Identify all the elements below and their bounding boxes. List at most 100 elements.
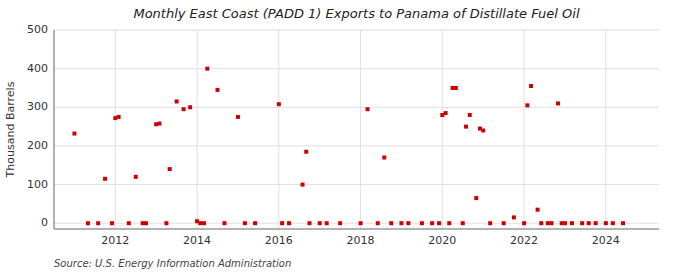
point bbox=[468, 113, 472, 117]
title: Monthly East Coast (PADD 1) Exports to P… bbox=[133, 6, 580, 21]
y-grid-line bbox=[54, 30, 659, 31]
point bbox=[447, 221, 451, 225]
x-grid-line bbox=[197, 30, 198, 229]
point bbox=[563, 221, 567, 225]
x-grid-line bbox=[360, 30, 361, 229]
point bbox=[546, 221, 550, 225]
y-tick-label: 200 bbox=[27, 139, 48, 152]
point bbox=[243, 221, 247, 225]
point bbox=[587, 221, 591, 225]
x-tick-label: 2020 bbox=[428, 234, 456, 247]
point bbox=[594, 221, 598, 225]
point bbox=[536, 208, 540, 212]
point bbox=[512, 215, 516, 219]
point bbox=[549, 221, 553, 225]
point bbox=[382, 156, 386, 160]
point bbox=[205, 67, 209, 71]
point bbox=[502, 221, 506, 225]
point bbox=[437, 221, 441, 225]
point bbox=[621, 221, 625, 225]
x-grid-line bbox=[524, 30, 525, 229]
point bbox=[366, 107, 370, 111]
point bbox=[325, 221, 329, 225]
point bbox=[444, 111, 448, 115]
point bbox=[86, 221, 90, 225]
grid bbox=[54, 30, 659, 229]
point bbox=[236, 115, 240, 119]
point bbox=[525, 103, 529, 107]
point bbox=[529, 84, 533, 88]
point bbox=[420, 221, 424, 225]
x-grid-line bbox=[442, 30, 443, 229]
point bbox=[522, 221, 526, 225]
source-note: Source: U.S. Energy Information Administ… bbox=[54, 258, 291, 269]
y-tick-label: 300 bbox=[27, 100, 48, 113]
point bbox=[338, 221, 342, 225]
point bbox=[127, 221, 131, 225]
y-axis-line bbox=[54, 30, 55, 229]
x-tick-label: 2014 bbox=[183, 234, 211, 247]
y-tick-label: 400 bbox=[27, 62, 48, 75]
x-tick-label: 2012 bbox=[101, 234, 129, 247]
point bbox=[182, 107, 186, 111]
point bbox=[253, 221, 257, 225]
point bbox=[474, 196, 478, 200]
point bbox=[175, 99, 179, 103]
points bbox=[72, 67, 625, 226]
point bbox=[539, 221, 543, 225]
point bbox=[406, 221, 410, 225]
x-tick-label: 2024 bbox=[592, 234, 620, 247]
y-grid-line bbox=[54, 107, 659, 108]
point bbox=[301, 183, 305, 187]
point bbox=[103, 177, 107, 181]
point bbox=[198, 221, 202, 225]
x-grid-line bbox=[115, 30, 116, 229]
point bbox=[277, 102, 281, 106]
point bbox=[611, 221, 615, 225]
x-grid-line bbox=[605, 30, 606, 229]
point bbox=[202, 221, 206, 225]
chart: 0 100 200 300 400 500 2012 2014 2016 2018 2020 2022… bbox=[0, 0, 675, 275]
x-grid-line bbox=[278, 30, 279, 229]
point bbox=[454, 86, 458, 90]
point bbox=[376, 221, 380, 225]
x-tick-label: 2022 bbox=[510, 234, 538, 247]
y-grid-line bbox=[54, 68, 659, 69]
y-tick-label: 100 bbox=[27, 178, 48, 191]
point bbox=[134, 175, 138, 179]
point bbox=[168, 167, 172, 171]
point bbox=[96, 221, 100, 225]
x-tick-label: 2018 bbox=[347, 234, 375, 247]
point bbox=[389, 221, 393, 225]
point bbox=[117, 115, 121, 119]
point bbox=[359, 221, 363, 225]
point bbox=[488, 221, 492, 225]
point bbox=[188, 105, 192, 109]
y-grid-line bbox=[54, 145, 659, 146]
point bbox=[280, 221, 284, 225]
point bbox=[570, 221, 574, 225]
point bbox=[399, 221, 403, 225]
point bbox=[604, 221, 608, 225]
y-axis-label: Thousand Barrels bbox=[4, 81, 17, 178]
y-tick-label: 500 bbox=[27, 23, 48, 36]
point bbox=[287, 221, 291, 225]
y-tick-label: 0 bbox=[41, 216, 48, 229]
point bbox=[318, 221, 322, 225]
point bbox=[216, 88, 220, 92]
point bbox=[144, 221, 148, 225]
point bbox=[110, 221, 114, 225]
x-axis-line bbox=[54, 229, 659, 230]
point bbox=[461, 221, 465, 225]
point bbox=[580, 221, 584, 225]
y-grid-line bbox=[54, 184, 659, 185]
point bbox=[464, 125, 468, 129]
x-tick-label: 2016 bbox=[265, 234, 293, 247]
tick-labels: 0 100 200 300 400 500 2012 2014 2016 2018 2020 2022… bbox=[27, 23, 620, 247]
point bbox=[307, 221, 311, 225]
point bbox=[164, 221, 168, 225]
point bbox=[556, 101, 560, 105]
point bbox=[304, 150, 308, 154]
point bbox=[157, 122, 161, 126]
point bbox=[481, 128, 485, 132]
